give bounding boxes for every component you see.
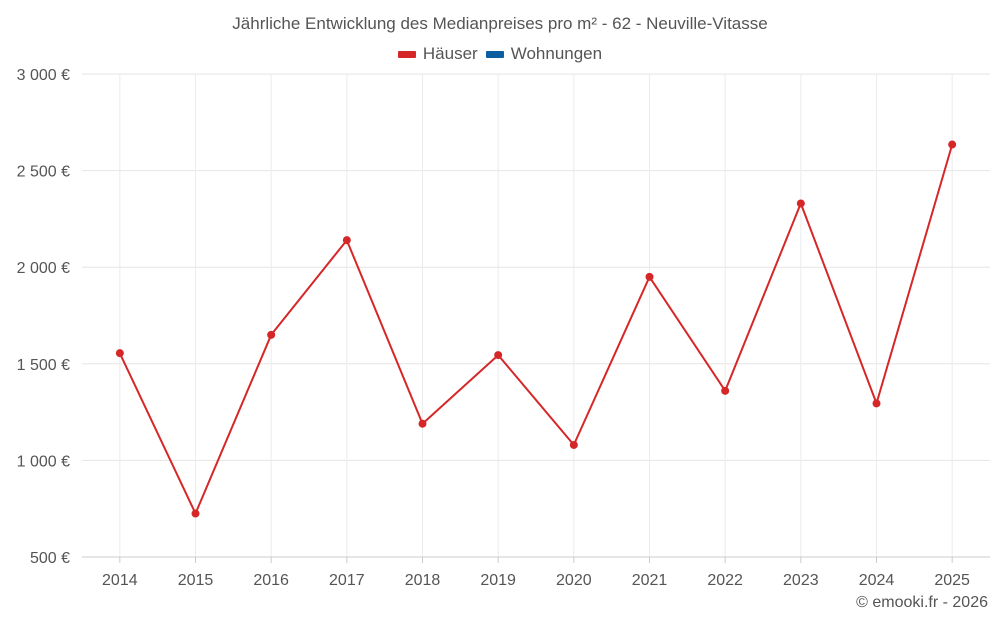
data-point [418,419,427,428]
data-point [342,236,351,245]
legend-label-haeuser: Häuser [422,44,478,63]
x-tick-label: 2023 [783,572,819,589]
x-tick-label: 2016 [253,572,289,589]
y-tick-label: 1 500 € [17,357,70,374]
legend-swatch-wohnungen [485,50,504,58]
legend: Häuser Wohnungen [0,44,1000,64]
series-line-0 [118,144,954,515]
x-tick-label: 2018 [405,572,441,589]
data-point [948,140,957,149]
data-point [191,509,200,518]
y-tick-label: 1 000 € [17,453,70,470]
data-point [494,351,503,360]
x-tick-label: 2014 [102,572,138,589]
y-tick-label: 3 000 € [17,67,70,84]
x-tick-label: 2019 [480,572,516,589]
legend-label-wohnungen: Wohnungen [510,44,603,63]
credit: © emooki.fr - 2026 [856,594,988,611]
x-tick-label: 2025 [934,572,970,589]
y-tick-label: 500 € [30,550,70,567]
data-point [721,386,730,395]
data-point [872,399,881,408]
legend-swatch-haeuser [397,50,416,58]
x-tick-label: 2017 [329,572,365,589]
x-tick-label: 2024 [859,572,895,589]
legend-item-wohnungen[interactable]: Wohnungen [485,44,603,64]
data-point [796,199,805,208]
data-point [569,440,578,449]
x-tick-label: 2015 [178,572,214,589]
legend-item-haeuser[interactable]: Häuser [397,44,478,64]
y-tick-label: 2 000 € [17,260,70,277]
y-tick-label: 2 500 € [17,164,70,181]
data-point [267,330,276,339]
data-point [115,349,124,358]
chart-title: Jährliche Entwicklung des Medianpreises … [232,14,768,33]
x-tick-label: 2022 [707,572,743,589]
x-tick-label: 2021 [632,572,668,589]
data-point [645,272,654,281]
x-tick-label: 2020 [556,572,592,589]
